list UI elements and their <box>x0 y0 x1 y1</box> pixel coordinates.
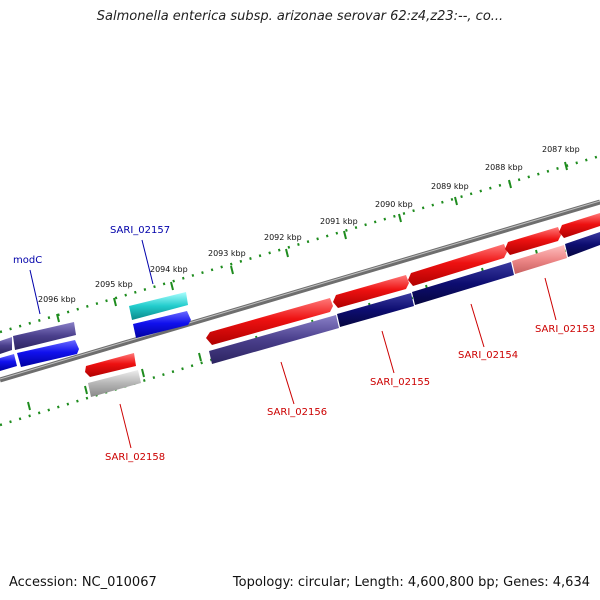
gene-feature-SARI_02153 <box>505 227 561 255</box>
gene-feature-SARI_02156 <box>206 298 333 345</box>
gene-feature-SARI_02155 <box>333 275 409 308</box>
tick-label-2091: 2091 kbp <box>320 217 358 226</box>
gene-feature-SARI_02154 <box>408 244 507 286</box>
gene-label-SARI_02155[interactable]: SARI_02155 <box>370 377 430 388</box>
outer-major-ticks <box>56 161 568 323</box>
gene-feature <box>209 315 339 364</box>
gene-feature <box>337 293 414 327</box>
gene-feature <box>0 337 12 354</box>
accession-text: Accession: NC_010067 <box>9 575 157 590</box>
genome-backbone <box>0 199 600 383</box>
reverse-strand-features <box>0 232 600 397</box>
tick-label-2090: 2090 kbp <box>375 200 413 209</box>
gene-feature <box>412 262 514 305</box>
gene-feature <box>512 245 567 274</box>
gene-label-SARI_02158[interactable]: SARI_02158 <box>105 452 165 463</box>
forward-strand-features <box>0 213 600 377</box>
gene-feature <box>0 354 17 371</box>
tick-label-2093: 2093 kbp <box>208 249 246 258</box>
gene-labels: modC SARI_02157 SARI_02158 SARI_02156 SA… <box>13 225 595 463</box>
gene-label-modC[interactable]: modC <box>13 255 42 266</box>
gene-label-SARI_02157[interactable]: SARI_02157 <box>110 225 170 236</box>
label-leaders <box>29 239 557 449</box>
gene-feature <box>565 232 600 257</box>
gene-label-SARI_02154[interactable]: SARI_02154 <box>458 350 518 361</box>
gene-feature <box>559 213 600 238</box>
tick-label-2089: 2089 kbp <box>431 182 469 191</box>
gene-label-SARI_02156[interactable]: SARI_02156 <box>267 407 327 418</box>
outer-tick-ring <box>0 154 600 334</box>
gene-feature-SARI_02157 <box>129 292 188 320</box>
gene-feature <box>133 311 191 338</box>
gene-feature <box>85 353 136 377</box>
gene-feature-modC <box>13 322 76 350</box>
tick-label-2088: 2088 kbp <box>485 163 523 172</box>
tick-label-2092: 2092 kbp <box>264 233 302 242</box>
gene-label-SARI_02153[interactable]: SARI_02153 <box>535 324 595 335</box>
tick-label-2095: 2095 kbp <box>95 280 133 289</box>
gene-feature-SARI_02158 <box>88 370 141 397</box>
tick-label-2087: 2087 kbp <box>542 145 580 154</box>
map-title: Salmonella enterica subsp. arizonae sero… <box>96 9 504 24</box>
gene-feature <box>17 340 79 367</box>
tick-label-2094: 2094 kbp <box>150 265 188 274</box>
tick-label-2096: 2096 kbp <box>38 295 76 304</box>
genome-summary-text: Topology: circular; Length: 4,600,800 bp… <box>232 575 590 590</box>
genome-backbone-highlight <box>0 200 600 380</box>
tick-labels: 2087 kbp 2088 kbp 2089 kbp 2090 kbp 2091… <box>38 145 580 304</box>
